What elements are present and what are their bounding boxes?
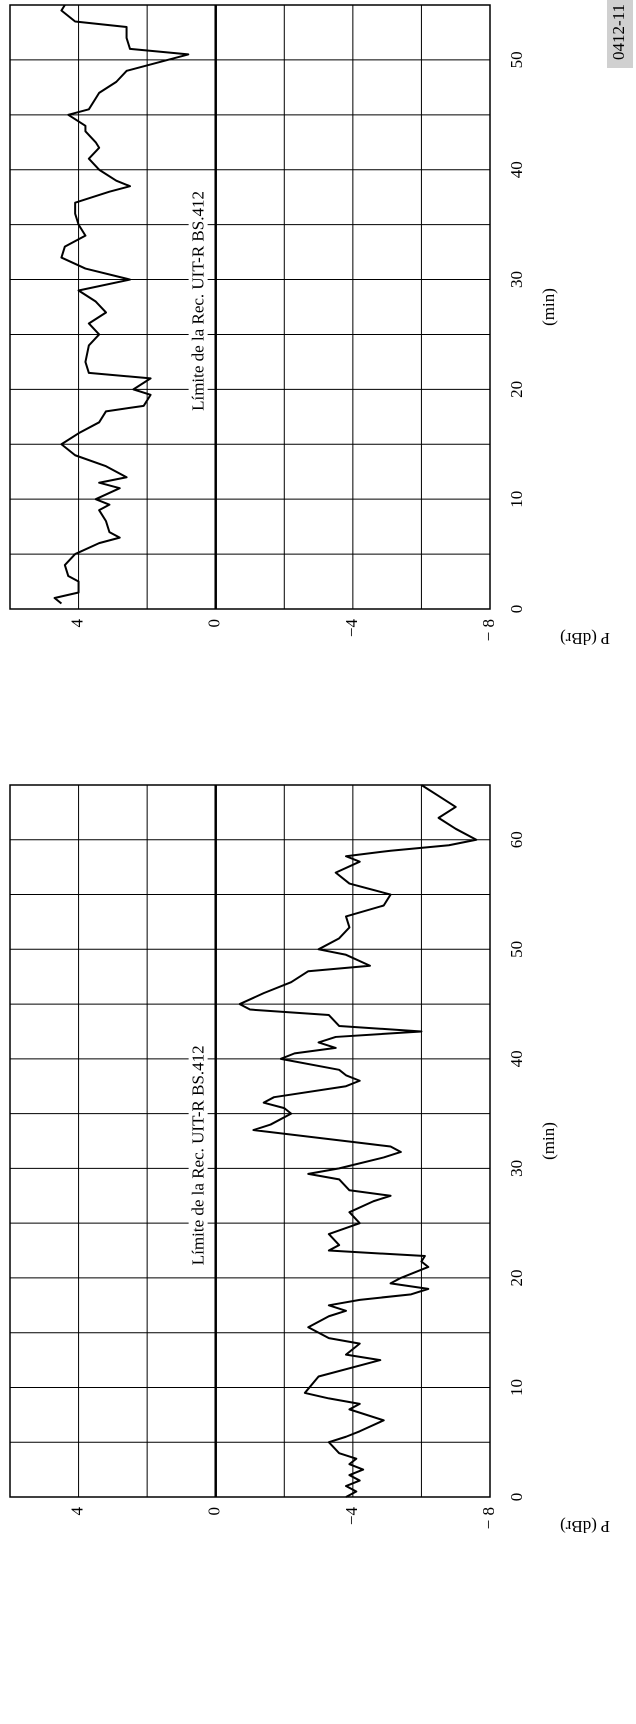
x-tick-label: 40: [507, 161, 526, 178]
y-tick-label: − 8: [479, 619, 498, 641]
plot-frame: [9, 4, 491, 610]
x-tick-label: 20: [507, 381, 526, 398]
y-tick-label: 4: [67, 619, 86, 628]
y-axis-title: P (dBr): [560, 1517, 610, 1536]
y-tick-label: 0: [205, 619, 224, 628]
figure-id: 0412-11: [609, 4, 628, 60]
x-tick-label: 0: [507, 605, 526, 614]
x-tick-label: 10: [507, 1379, 526, 1396]
x-tick-label: 30: [507, 1160, 526, 1177]
annotation-background: [188, 1043, 208, 1268]
annotation-background: [188, 189, 208, 413]
x-tick-label: 20: [507, 1269, 526, 1286]
x-tick-label: 40: [507, 1050, 526, 1067]
annotation: Límite de la Rec. UIT-R BS.412: [189, 191, 208, 411]
x-tick-label: 30: [507, 271, 526, 288]
x-tick-label: 0: [507, 1493, 526, 1502]
y-tick-label: − 8: [479, 1507, 498, 1529]
y-tick-label: 4: [67, 1507, 86, 1516]
figure-id-background: [607, 0, 633, 68]
annotation: Límite de la Rec. UIT-R BS.412: [189, 1045, 208, 1265]
y-axis-title: P (dBr): [560, 629, 610, 648]
x-axis-title: (min): [539, 288, 558, 326]
x-tick-label: 50: [507, 941, 526, 958]
plot-frame: [9, 784, 491, 1498]
x-axis-title: (min): [539, 1122, 558, 1160]
x-tick-label: 50: [507, 51, 526, 68]
y-tick-label: −4: [342, 1507, 361, 1526]
x-tick-label: 60: [507, 831, 526, 848]
data-line: [238, 784, 478, 1498]
x-tick-label: 10: [507, 491, 526, 508]
y-tick-label: 0: [205, 1507, 224, 1516]
y-tick-label: −4: [342, 619, 361, 638]
data-line: [53, 4, 190, 605]
